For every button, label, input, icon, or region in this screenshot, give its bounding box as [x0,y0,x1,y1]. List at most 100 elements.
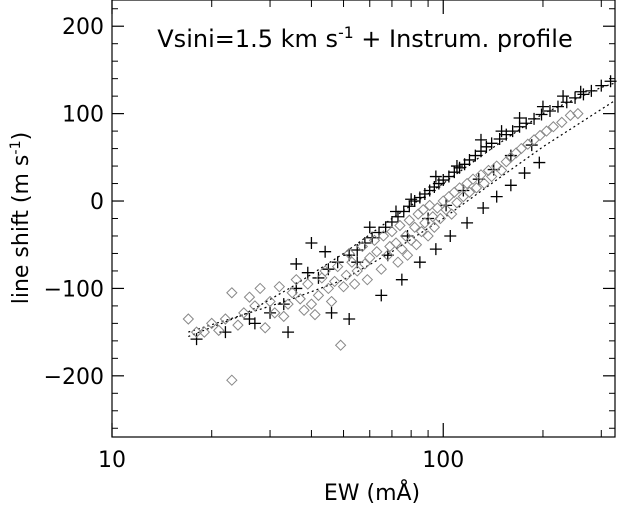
plus-point [474,133,487,146]
diamond-point [451,197,463,209]
diamond-point [302,278,314,290]
diamond-point [259,322,271,334]
diamond-point [226,374,238,386]
diamond-point [408,221,421,233]
diamond-point [264,295,276,308]
diamond-point [238,307,250,319]
plus-point [495,125,508,138]
diamond-point [399,230,412,242]
diamond-point [254,282,266,295]
marks-layer [182,75,617,386]
plus-point [574,85,587,98]
y-tick-label: 0 [90,190,104,215]
plus-point [403,200,416,213]
diamond-point [334,339,347,351]
plus-point [319,245,332,258]
diamond-point [206,317,218,330]
diamond-point [564,109,577,122]
diamond-point [337,280,350,293]
diamond-point [412,208,424,220]
diamond-point [485,170,498,183]
diamond-point [331,260,344,273]
diamond-point [359,258,371,270]
diamond-point [273,280,286,293]
diamond-point [351,265,363,277]
plus-point [557,90,570,103]
diamond-point [405,234,417,247]
diamond-point [394,219,406,232]
plus-point [363,221,376,234]
plus-point [343,249,356,262]
axes-layer: −200 −100 0 100 200 10 100 [44,0,615,473]
plus-point [405,193,418,206]
diamond-point [249,300,261,312]
plus-point [381,249,394,262]
plus-point [543,104,556,117]
plus-point [528,112,541,125]
diamond-point [528,134,540,146]
y-tick-label: 200 [62,15,104,40]
plus-point [305,236,318,249]
plus-point [461,216,474,229]
plus-point [504,149,517,162]
diamond-point [401,249,414,261]
diamond-point [325,295,338,308]
diamond-point [478,177,490,190]
plus-point [429,170,442,183]
plus-point [243,313,256,326]
plus-point [536,100,549,113]
y-tick-label: −100 [44,277,104,302]
plus-point [389,205,402,218]
diamond-point [198,326,211,338]
diamond-point [340,269,353,282]
diamond-point [431,202,444,214]
diamond-point [312,289,325,302]
diamond-point [182,313,195,325]
diamond-point [556,116,568,129]
diamond-point [515,142,527,155]
diamond-point [448,186,461,198]
diamond-point [305,298,318,310]
diamond-point [384,240,396,253]
diamond-point [298,304,310,316]
diamond-point [540,125,553,137]
plus-point [506,125,519,138]
plot-frame [111,0,616,438]
diamond-point [403,214,416,226]
diamond-point [375,263,387,275]
diamond-point [475,169,487,181]
plus-point [493,132,506,145]
diamond-point [547,121,560,133]
diamond-point [278,310,290,323]
diamond-point [423,199,436,212]
diamond-point [213,324,225,337]
fit-curve [188,99,616,333]
plus-point [504,179,517,192]
diamond-point [226,287,238,299]
diamond-point [346,256,358,268]
plus-point [490,190,503,203]
diamond-point [282,298,294,310]
diamond-point [428,221,441,233]
plus-point [375,289,388,302]
plus-point [535,108,548,121]
chart-title: Vsini=1.5 km s-1 + Instrum. profile [157,24,572,53]
diamond-point [386,225,398,238]
plus-point [513,111,526,124]
diamond-point [415,225,428,238]
x-tick-label: 100 [422,448,464,473]
diamond-point [290,273,302,286]
plus-point [343,313,356,326]
x-axis-label: EW (mÅ) [324,479,420,506]
plus-point [560,96,573,109]
diamond-point [495,164,508,177]
plus-point [595,79,608,92]
diamond-point [510,147,522,159]
diamond-point [445,208,458,220]
x-tick-label: 10 [98,448,126,473]
diamond-point [463,186,476,198]
diamond-point [286,287,298,299]
plus-point [518,167,531,180]
diamond-point [328,275,341,288]
